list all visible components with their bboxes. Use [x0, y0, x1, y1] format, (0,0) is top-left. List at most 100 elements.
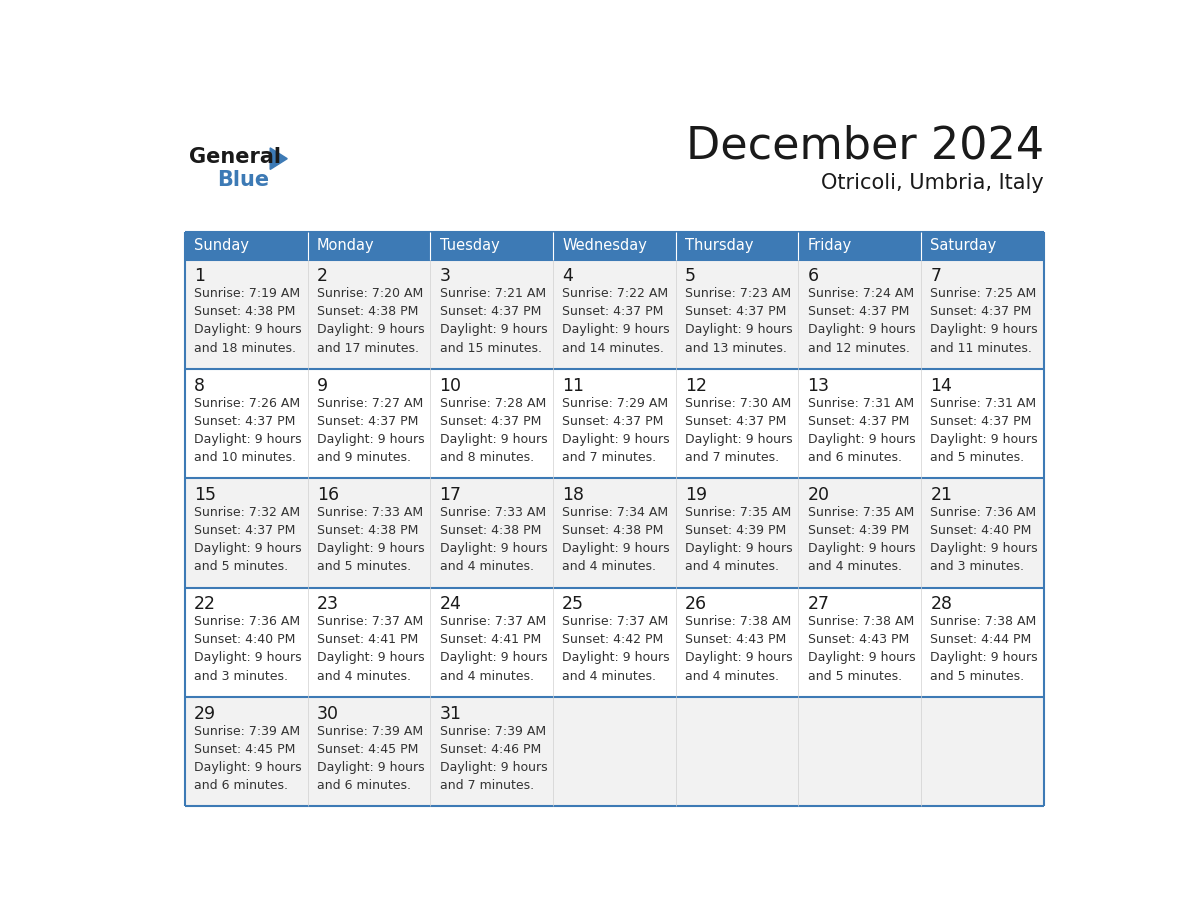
Text: Sunrise: 7:23 AM: Sunrise: 7:23 AM — [685, 287, 791, 300]
Bar — [798, 697, 921, 806]
Text: Sunrise: 7:38 AM: Sunrise: 7:38 AM — [930, 615, 1036, 628]
Text: Sunrise: 7:38 AM: Sunrise: 7:38 AM — [685, 615, 791, 628]
Text: Daylight: 9 hours: Daylight: 9 hours — [685, 652, 792, 665]
Text: General: General — [189, 147, 280, 167]
Text: Sunrise: 7:25 AM: Sunrise: 7:25 AM — [930, 287, 1036, 300]
Text: and 4 minutes.: and 4 minutes. — [440, 669, 533, 683]
Text: Sunset: 4:37 PM: Sunset: 4:37 PM — [194, 415, 296, 428]
Text: Sunrise: 7:34 AM: Sunrise: 7:34 AM — [562, 506, 669, 519]
Bar — [308, 478, 430, 588]
Text: and 18 minutes.: and 18 minutes. — [194, 341, 296, 354]
Text: Sunset: 4:38 PM: Sunset: 4:38 PM — [317, 306, 418, 319]
Bar — [185, 232, 308, 260]
Text: 24: 24 — [440, 595, 461, 613]
Text: and 5 minutes.: and 5 minutes. — [930, 669, 1024, 683]
Text: 12: 12 — [685, 376, 707, 395]
Text: Daylight: 9 hours: Daylight: 9 hours — [930, 652, 1038, 665]
Text: Sunset: 4:38 PM: Sunset: 4:38 PM — [562, 524, 664, 537]
Text: and 11 minutes.: and 11 minutes. — [930, 341, 1032, 354]
Text: Sunset: 4:46 PM: Sunset: 4:46 PM — [440, 743, 541, 756]
Bar — [552, 369, 676, 478]
Text: 18: 18 — [562, 486, 584, 504]
Text: 14: 14 — [930, 376, 952, 395]
Bar — [552, 478, 676, 588]
Text: Sunrise: 7:37 AM: Sunrise: 7:37 AM — [562, 615, 669, 628]
Text: and 5 minutes.: and 5 minutes. — [930, 451, 1024, 464]
Text: Sunset: 4:38 PM: Sunset: 4:38 PM — [317, 524, 418, 537]
Bar — [798, 232, 921, 260]
Text: 27: 27 — [808, 595, 829, 613]
Text: Sunset: 4:37 PM: Sunset: 4:37 PM — [317, 415, 418, 428]
Bar — [798, 260, 921, 369]
Text: Sunset: 4:37 PM: Sunset: 4:37 PM — [808, 415, 909, 428]
Bar — [798, 588, 921, 697]
Text: Sunrise: 7:35 AM: Sunrise: 7:35 AM — [808, 506, 914, 519]
Bar — [676, 697, 798, 806]
Text: 19: 19 — [685, 486, 707, 504]
Text: 13: 13 — [808, 376, 829, 395]
Text: and 3 minutes.: and 3 minutes. — [930, 560, 1024, 573]
Text: Daylight: 9 hours: Daylight: 9 hours — [317, 543, 424, 555]
Bar — [552, 232, 676, 260]
Text: 15: 15 — [194, 486, 216, 504]
Bar — [308, 697, 430, 806]
Text: Sunrise: 7:31 AM: Sunrise: 7:31 AM — [930, 397, 1036, 409]
Text: Sunrise: 7:32 AM: Sunrise: 7:32 AM — [194, 506, 301, 519]
Text: 20: 20 — [808, 486, 829, 504]
Text: Blue: Blue — [217, 170, 270, 190]
Text: 1: 1 — [194, 267, 206, 285]
Text: Sunset: 4:41 PM: Sunset: 4:41 PM — [317, 633, 418, 646]
Text: 22: 22 — [194, 595, 216, 613]
Text: and 10 minutes.: and 10 minutes. — [194, 451, 296, 464]
Text: and 17 minutes.: and 17 minutes. — [317, 341, 419, 354]
Text: 3: 3 — [440, 267, 450, 285]
Text: Daylight: 9 hours: Daylight: 9 hours — [194, 652, 302, 665]
Text: and 4 minutes.: and 4 minutes. — [808, 560, 902, 573]
Bar — [185, 478, 308, 588]
Text: 23: 23 — [317, 595, 339, 613]
Text: and 13 minutes.: and 13 minutes. — [685, 341, 786, 354]
Text: and 6 minutes.: and 6 minutes. — [808, 451, 902, 464]
Text: and 7 minutes.: and 7 minutes. — [685, 451, 779, 464]
Bar — [430, 588, 552, 697]
Text: Sunset: 4:44 PM: Sunset: 4:44 PM — [930, 633, 1031, 646]
Bar — [921, 478, 1043, 588]
Text: Sunset: 4:37 PM: Sunset: 4:37 PM — [440, 415, 541, 428]
Bar — [798, 369, 921, 478]
Text: Sunrise: 7:36 AM: Sunrise: 7:36 AM — [930, 506, 1036, 519]
Text: Sunrise: 7:36 AM: Sunrise: 7:36 AM — [194, 615, 301, 628]
Text: Sunrise: 7:30 AM: Sunrise: 7:30 AM — [685, 397, 791, 409]
Text: Saturday: Saturday — [930, 238, 997, 253]
Text: Daylight: 9 hours: Daylight: 9 hours — [685, 432, 792, 446]
Text: Daylight: 9 hours: Daylight: 9 hours — [808, 652, 915, 665]
Bar — [430, 478, 552, 588]
Bar — [430, 260, 552, 369]
Text: Daylight: 9 hours: Daylight: 9 hours — [685, 543, 792, 555]
Bar — [185, 588, 308, 697]
Text: Sunset: 4:37 PM: Sunset: 4:37 PM — [562, 415, 664, 428]
Text: Sunrise: 7:24 AM: Sunrise: 7:24 AM — [808, 287, 914, 300]
Text: 25: 25 — [562, 595, 584, 613]
Text: Sunset: 4:37 PM: Sunset: 4:37 PM — [930, 415, 1031, 428]
Text: Sunset: 4:39 PM: Sunset: 4:39 PM — [685, 524, 786, 537]
Text: and 4 minutes.: and 4 minutes. — [440, 560, 533, 573]
Bar — [308, 588, 430, 697]
Bar — [552, 697, 676, 806]
Text: Sunrise: 7:22 AM: Sunrise: 7:22 AM — [562, 287, 669, 300]
Text: Sunrise: 7:29 AM: Sunrise: 7:29 AM — [562, 397, 669, 409]
Text: and 4 minutes.: and 4 minutes. — [685, 669, 779, 683]
Text: and 5 minutes.: and 5 minutes. — [808, 669, 902, 683]
Text: Wednesday: Wednesday — [562, 238, 647, 253]
Text: Daylight: 9 hours: Daylight: 9 hours — [930, 323, 1038, 337]
Text: Otricoli, Umbria, Italy: Otricoli, Umbria, Italy — [821, 174, 1043, 194]
Text: Daylight: 9 hours: Daylight: 9 hours — [562, 323, 670, 337]
Text: and 4 minutes.: and 4 minutes. — [317, 669, 411, 683]
Text: Daylight: 9 hours: Daylight: 9 hours — [317, 432, 424, 446]
Text: Sunset: 4:37 PM: Sunset: 4:37 PM — [685, 415, 786, 428]
Text: Sunset: 4:41 PM: Sunset: 4:41 PM — [440, 633, 541, 646]
Text: 29: 29 — [194, 705, 216, 722]
Text: and 8 minutes.: and 8 minutes. — [440, 451, 533, 464]
Text: Sunset: 4:42 PM: Sunset: 4:42 PM — [562, 633, 663, 646]
Text: Thursday: Thursday — [685, 238, 753, 253]
Text: Sunset: 4:39 PM: Sunset: 4:39 PM — [808, 524, 909, 537]
